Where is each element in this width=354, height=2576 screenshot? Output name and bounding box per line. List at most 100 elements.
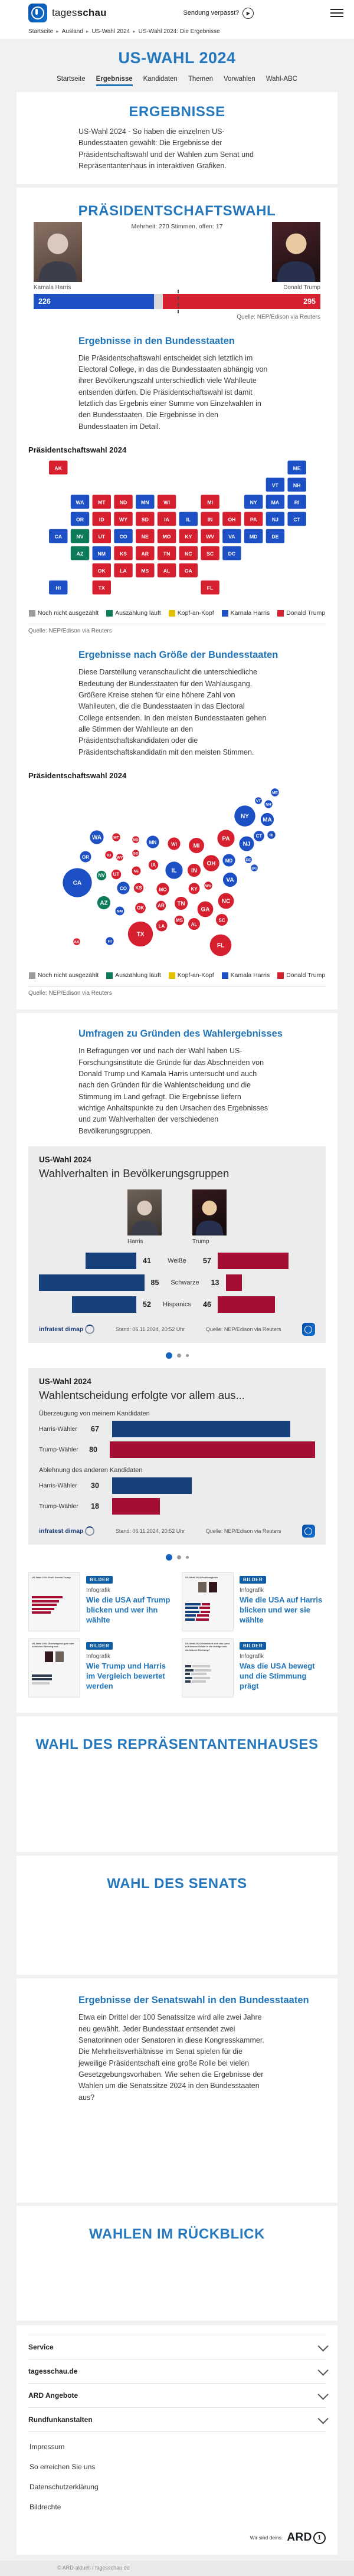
state-bubble-RI[interactable]: RI xyxy=(267,831,276,839)
state-NH[interactable]: NH xyxy=(286,477,307,493)
state-WV[interactable]: WV xyxy=(199,528,221,544)
state-NJ[interactable]: NJ xyxy=(265,511,286,527)
state-AK[interactable]: AK xyxy=(48,460,68,476)
state-AR[interactable]: AR xyxy=(135,545,155,561)
teaser-card-4[interactable]: US-Wahl 2024 Entwickelt sich das Land au… xyxy=(182,1638,326,1698)
tab-wahlabc[interactable]: Wahl-ABC xyxy=(266,76,297,83)
state-bubble-NV[interactable]: NV xyxy=(96,870,107,881)
state-bubble-WY[interactable]: WY xyxy=(116,854,123,861)
state-AL[interactable]: AL xyxy=(156,562,177,579)
state-bubble-IA[interactable]: IA xyxy=(148,860,159,870)
tab-themen[interactable]: Themen xyxy=(188,76,213,83)
state-FL[interactable]: FL xyxy=(199,579,221,596)
breadcrumb-item[interactable]: US-Wahl 2024 xyxy=(91,28,130,35)
state-WI[interactable]: WI xyxy=(156,494,177,510)
state-bubble-DE[interactable]: DE xyxy=(245,856,252,863)
footer-link-datenschutzerklrung[interactable]: Datenschutzerklärung xyxy=(30,2483,99,2492)
state-bubble-AR[interactable]: AR xyxy=(156,900,166,911)
state-NC[interactable]: NC xyxy=(178,545,199,561)
state-HI[interactable]: HI xyxy=(48,579,68,596)
state-TX[interactable]: TX xyxy=(91,579,112,596)
state-bubble-TN[interactable]: TN xyxy=(174,897,188,910)
carousel-dot[interactable] xyxy=(165,1554,172,1561)
carousel-dot[interactable] xyxy=(185,1556,189,1559)
carousel-dot[interactable] xyxy=(185,1354,189,1358)
state-OK[interactable]: OK xyxy=(91,562,112,579)
state-ME[interactable]: ME xyxy=(286,460,307,476)
carousel-dot[interactable] xyxy=(176,1353,181,1358)
state-bubble-VT[interactable]: VT xyxy=(255,797,262,804)
state-SD[interactable]: SD xyxy=(135,511,155,527)
footer-accordion-rundfunkanstalten[interactable]: Rundfunkanstalten xyxy=(28,2408,329,2433)
state-bubble-FL[interactable]: FL xyxy=(209,934,232,956)
state-PA[interactable]: PA xyxy=(243,511,264,527)
state-WA[interactable]: WA xyxy=(70,494,90,510)
state-CA[interactable]: CA xyxy=(48,528,68,544)
state-bubble-CT[interactable]: CT xyxy=(254,831,264,841)
state-bubble-UT[interactable]: UT xyxy=(111,869,122,880)
state-bubble-DC[interactable]: DC xyxy=(251,864,258,871)
state-bubble-AL[interactable]: AL xyxy=(188,918,201,930)
state-bubble-WI[interactable]: WI xyxy=(168,837,181,850)
menu-icon[interactable] xyxy=(330,9,343,17)
state-bubble-CO[interactable]: CO xyxy=(117,881,130,894)
state-bubble-NY[interactable]: NY xyxy=(234,805,255,827)
carousel-dot[interactable] xyxy=(165,1352,172,1359)
tab-kandidaten[interactable]: Kandidaten xyxy=(143,76,178,83)
state-DE[interactable]: DE xyxy=(265,528,286,544)
state-bubble-NM[interactable]: NM xyxy=(115,906,124,916)
state-MN[interactable]: MN xyxy=(135,494,155,510)
state-ND[interactable]: ND xyxy=(113,494,134,510)
state-VT[interactable]: VT xyxy=(265,477,286,493)
state-bubble-MA[interactable]: MA xyxy=(260,813,274,827)
state-IA[interactable]: IA xyxy=(156,511,177,527)
state-UT[interactable]: UT xyxy=(91,528,112,544)
footer-link-bildrechte[interactable]: Bildrechte xyxy=(30,2503,61,2512)
state-KY[interactable]: KY xyxy=(178,528,199,544)
state-GA[interactable]: GA xyxy=(178,562,199,579)
state-MI[interactable]: MI xyxy=(199,494,221,510)
teaser-card-3[interactable]: US-Wahl 2024 Überwiegend gute oder schle… xyxy=(28,1638,172,1698)
footer-accordion-ardangebote[interactable]: ARD Angebote xyxy=(28,2384,329,2408)
state-MT[interactable]: MT xyxy=(91,494,112,510)
state-bubble-SC[interactable]: SC xyxy=(215,914,228,926)
state-bubble-OK[interactable]: OK xyxy=(135,903,146,913)
state-MO[interactable]: MO xyxy=(156,528,177,544)
state-bubble-HI[interactable]: HI xyxy=(106,937,114,945)
state-bubble-ME[interactable]: ME xyxy=(271,788,279,797)
state-bubble-IL[interactable]: IL xyxy=(165,861,183,879)
state-bubble-WV[interactable]: WV xyxy=(204,881,212,890)
state-bubble-OR[interactable]: OR xyxy=(80,851,91,863)
tagesschau-logo[interactable]: tagesschau xyxy=(28,4,107,22)
state-AZ[interactable]: AZ xyxy=(70,545,90,561)
footer-accordion-service[interactable]: Service xyxy=(28,2335,329,2360)
state-NM[interactable]: NM xyxy=(91,545,112,561)
state-bubble-MD[interactable]: MD xyxy=(222,854,235,867)
state-CO[interactable]: CO xyxy=(113,528,134,544)
state-RI[interactable]: RI xyxy=(286,494,307,510)
state-bubble-MN[interactable]: MN xyxy=(146,835,159,848)
breadcrumb-item[interactable]: Startseite xyxy=(28,28,54,35)
state-bubble-CA[interactable]: CA xyxy=(63,868,92,897)
state-DC[interactable]: DC xyxy=(221,545,242,561)
teaser-card-1[interactable]: US-Wahl 2024 Profil Donald Trump BILDER In… xyxy=(28,1572,172,1632)
state-bubble-LA[interactable]: LA xyxy=(156,920,168,932)
state-NE[interactable]: NE xyxy=(135,528,155,544)
footer-link-impressum[interactable]: Impressum xyxy=(30,2443,65,2452)
state-MA[interactable]: MA xyxy=(265,494,286,510)
state-bubble-AZ[interactable]: AZ xyxy=(97,896,111,910)
state-MD[interactable]: MD xyxy=(243,528,264,544)
state-IN[interactable]: IN xyxy=(199,511,221,527)
carousel-dot[interactable] xyxy=(176,1555,181,1560)
state-KS[interactable]: KS xyxy=(113,545,134,561)
state-OR[interactable]: OR xyxy=(70,511,90,527)
footer-accordion-tagesschaude[interactable]: tagesschau.de xyxy=(28,2359,329,2384)
state-NV[interactable]: NV xyxy=(70,528,90,544)
state-bubble-OH[interactable]: OH xyxy=(203,855,219,871)
tab-ergebnisse[interactable]: Ergebnisse xyxy=(96,76,133,86)
state-bubble-PA[interactable]: PA xyxy=(217,830,235,847)
state-bubble-WA[interactable]: WA xyxy=(90,830,104,844)
state-bubble-MT[interactable]: MT xyxy=(112,833,120,841)
state-IL[interactable]: IL xyxy=(178,511,199,527)
state-NY[interactable]: NY xyxy=(243,494,264,510)
